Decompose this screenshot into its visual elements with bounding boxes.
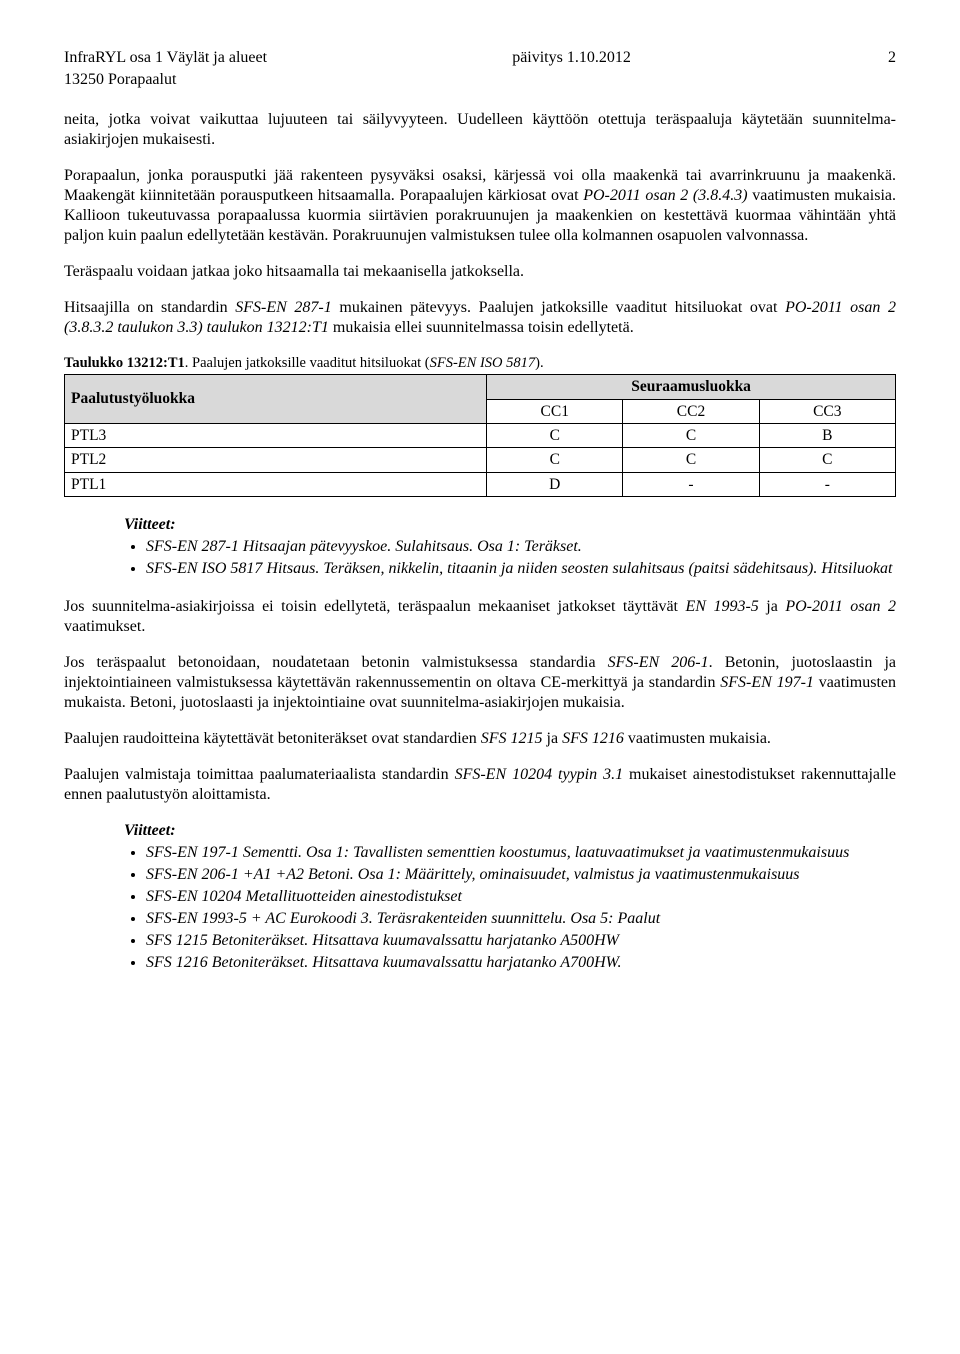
p4a: Hitsaajilla on standardin xyxy=(64,299,235,316)
refs-title: Viitteet: xyxy=(124,515,896,535)
list-item: SFS 1215 Betoniteräkset. Hitsattava kuum… xyxy=(146,931,896,951)
paragraph-6: Jos teräspaalut betonoidaan, noudatetaan… xyxy=(64,653,896,713)
cell: C xyxy=(623,448,759,472)
list-item: SFS-EN 1993-5 + AC Eurokoodi 3. Teräsrak… xyxy=(146,909,896,929)
col-cc1: CC1 xyxy=(487,399,623,423)
merge-header: Seuraamusluokka xyxy=(487,375,896,399)
p2b: PO-2011 osan 2 (3.8.4.3) xyxy=(583,187,747,204)
p7b: SFS 1215 xyxy=(481,730,543,747)
refs-list: SFS-EN 287-1 Hitsaajan pätevyyskoe. Sula… xyxy=(124,537,896,579)
col-cc3: CC3 xyxy=(759,399,895,423)
paragraph-5: Jos suunnitelma-asiakirjoissa ei toisin … xyxy=(64,597,896,637)
p7e: vaatimusten mukaisia. xyxy=(624,730,771,747)
page-number: 2 xyxy=(876,48,896,68)
cap-a: Taulukko 13212:T1 xyxy=(64,355,185,371)
p5a: Jos suunnitelma-asiakirjoissa ei toisin … xyxy=(64,598,686,615)
cell: C xyxy=(759,448,895,472)
cell: C xyxy=(487,423,623,447)
references-2: Viitteet: SFS-EN 197-1 Sementti. Osa 1: … xyxy=(124,821,896,973)
cap-d: ). xyxy=(535,355,543,371)
table-row: PTL3 C C B xyxy=(65,423,896,447)
list-item: SFS 1216 Betoniteräkset. Hitsattava kuum… xyxy=(146,953,896,973)
p5c: ja xyxy=(759,598,786,615)
header-center: päivitys 1.10.2012 xyxy=(512,48,631,68)
p6b: SFS-EN 206-1 xyxy=(608,654,709,671)
header-left: InfraRYL osa 1 Väylät ja alueet xyxy=(64,48,267,68)
list-item: SFS-EN ISO 5817 Hitsaus. Teräksen, nikke… xyxy=(146,559,896,579)
p8b: SFS-EN 10204 tyypin 3.1 xyxy=(455,766,624,783)
table-row: Paalutustyöluokka Seuraamusluokka xyxy=(65,375,896,399)
p6d: SFS-EN 197-1 xyxy=(720,674,814,691)
table-caption: Taulukko 13212:T1. Paalujen jatkoksille … xyxy=(64,354,896,372)
paragraph-7: Paalujen raudoitteina käytettävät betoni… xyxy=(64,729,896,749)
cell: - xyxy=(759,472,895,496)
paragraph-4: Hitsaajilla on standardin SFS-EN 287-1 m… xyxy=(64,298,896,338)
cap-b: . Paalujen jatkoksille vaaditut hitsiluo… xyxy=(185,355,430,371)
list-item: SFS-EN 287-1 Hitsaajan pätevyyskoe. Sula… xyxy=(146,537,896,557)
p4b: SFS-EN 287-1 xyxy=(235,299,332,316)
paragraph-8: Paalujen valmistaja toimittaa paalumater… xyxy=(64,765,896,805)
p5b: EN 1993-5 xyxy=(686,598,759,615)
paragraph-2: Porapaalun, jonka porausputki jää rakent… xyxy=(64,166,896,246)
row-label: PTL3 xyxy=(65,423,487,447)
cell: C xyxy=(487,448,623,472)
p4c: mukainen pätevyys. Paalujen jatkoksille … xyxy=(332,299,785,316)
paragraph-1: neita, jotka voivat vaikuttaa lujuuteen … xyxy=(64,110,896,150)
p5d: PO-2011 osan 2 xyxy=(785,598,896,615)
p8a: Paalujen valmistaja toimittaa paalumater… xyxy=(64,766,455,783)
p5e: vaatimukset. xyxy=(64,618,145,635)
p6a: Jos teräspaalut betonoidaan, noudatetaan… xyxy=(64,654,608,671)
refs-title: Viitteet: xyxy=(124,821,896,841)
p7d: SFS 1216 xyxy=(562,730,624,747)
refs-list: SFS-EN 197-1 Sementti. Osa 1: Tavalliste… xyxy=(124,843,896,973)
list-item: SFS-EN 10204 Metallituotteiden ainestodi… xyxy=(146,887,896,907)
col0-header: Paalutustyöluokka xyxy=(65,375,487,424)
row-label: PTL2 xyxy=(65,448,487,472)
p7c: ja xyxy=(543,730,563,747)
table-row: PTL1 D - - xyxy=(65,472,896,496)
p4e: mukaisia ellei suunnitelmassa toisin ede… xyxy=(329,319,634,336)
list-item: SFS-EN 197-1 Sementti. Osa 1: Tavalliste… xyxy=(146,843,896,863)
row-label: PTL1 xyxy=(65,472,487,496)
paragraph-3: Teräspaalu voidaan jatkaa joko hitsaamal… xyxy=(64,262,896,282)
p7a: Paalujen raudoitteina käytettävät betoni… xyxy=(64,730,481,747)
cell: - xyxy=(623,472,759,496)
welds-table: Paalutustyöluokka Seuraamusluokka CC1 CC… xyxy=(64,374,896,497)
cell: C xyxy=(623,423,759,447)
cell: B xyxy=(759,423,895,447)
col-cc2: CC2 xyxy=(623,399,759,423)
cap-c: SFS-EN ISO 5817 xyxy=(430,355,536,371)
references-1: Viitteet: SFS-EN 287-1 Hitsaajan pätevyy… xyxy=(124,515,896,579)
page-header: InfraRYL osa 1 Väylät ja alueet päivitys… xyxy=(64,48,896,68)
cell: D xyxy=(487,472,623,496)
list-item: SFS-EN 206-1 +A1 +A2 Betoni. Osa 1: Määr… xyxy=(146,865,896,885)
header-sub: 13250 Porapaalut xyxy=(64,70,896,90)
table-row: PTL2 C C C xyxy=(65,448,896,472)
